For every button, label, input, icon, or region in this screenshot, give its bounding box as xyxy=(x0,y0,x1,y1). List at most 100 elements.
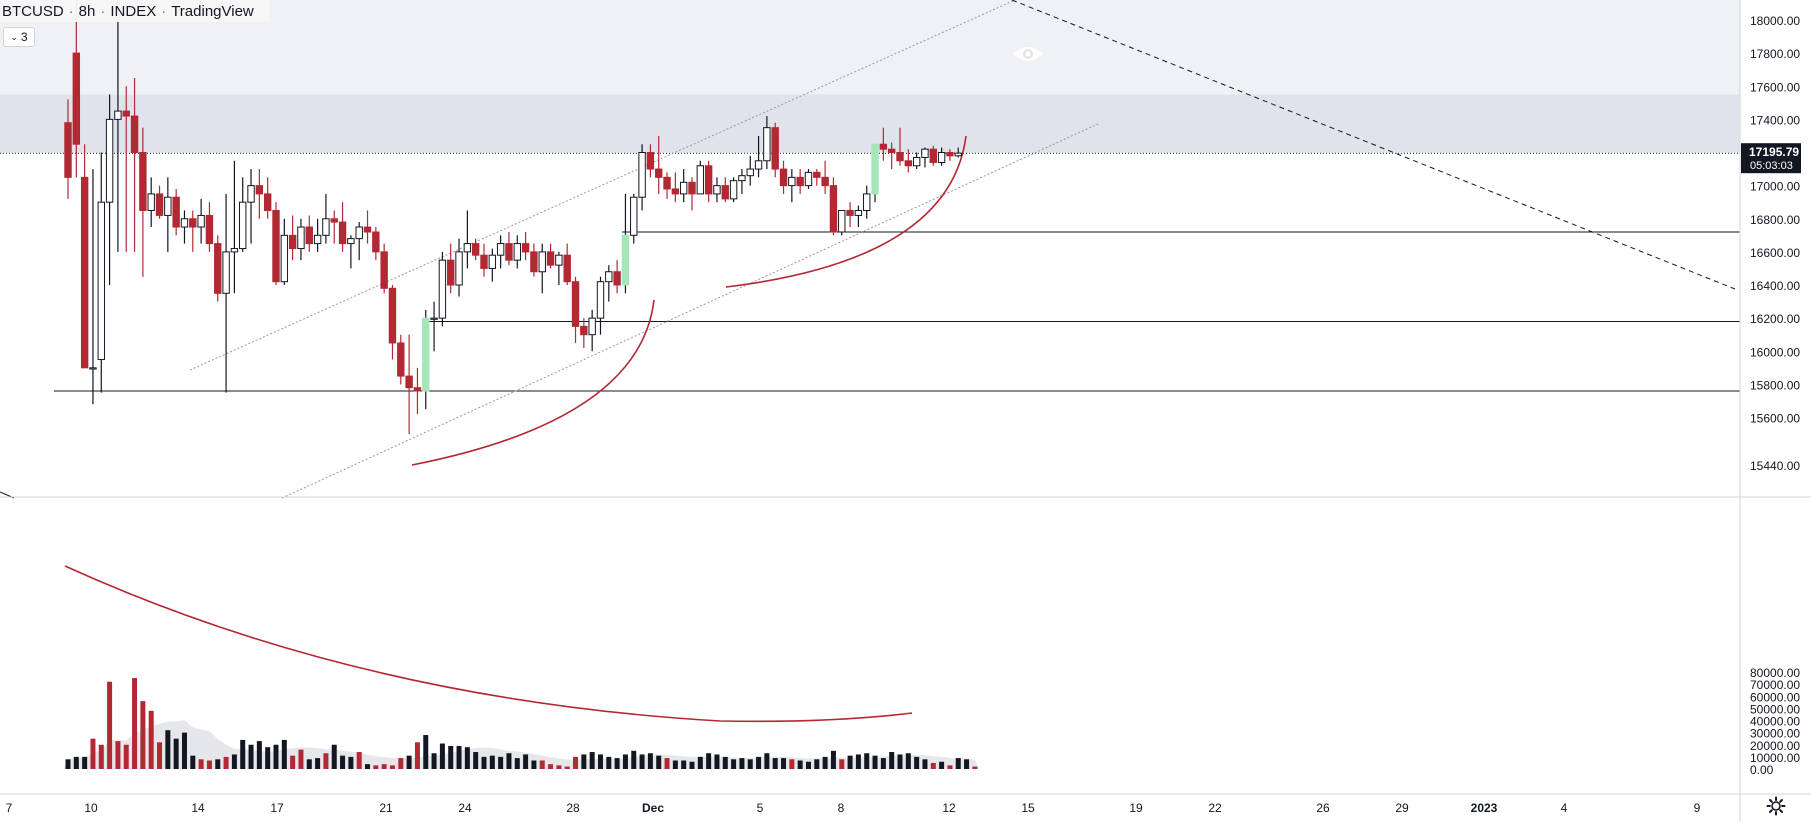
candle-body xyxy=(322,218,330,236)
candle xyxy=(605,265,613,302)
candle xyxy=(738,169,746,194)
collapsed-count: 3 xyxy=(20,30,28,44)
candle-body xyxy=(463,243,472,253)
candle-body xyxy=(679,181,688,195)
candle xyxy=(563,243,571,285)
volume-bar xyxy=(830,750,836,769)
volume-bar xyxy=(464,747,470,769)
time-tick-label: 8 xyxy=(838,801,845,815)
price-tick-label: 15800.00 xyxy=(1750,378,1800,392)
volume-bar xyxy=(756,756,762,769)
candle xyxy=(330,210,338,244)
candle xyxy=(172,188,180,236)
candle-body xyxy=(613,271,621,286)
volume-bar xyxy=(739,758,745,769)
chart-header: BTCUSD · 8h · INDEX · TradingView xyxy=(0,0,270,22)
volume-bar xyxy=(681,760,687,769)
indicator-collapse-button[interactable]: ⌄ 3 xyxy=(3,27,35,47)
downtrend-line xyxy=(1011,0,1736,290)
volume-tick-label: 30000.00 xyxy=(1750,727,1800,741)
candle xyxy=(139,127,147,277)
candle-body xyxy=(804,171,813,187)
candle xyxy=(638,144,646,211)
volume-bar xyxy=(731,759,737,769)
candle-body xyxy=(105,118,114,203)
symbol-label[interactable]: BTCUSD xyxy=(2,2,64,20)
candle xyxy=(571,276,580,343)
time-tick-label: 10 xyxy=(84,801,98,815)
candle xyxy=(105,94,114,285)
candle xyxy=(729,177,738,203)
volume-bar xyxy=(822,756,828,769)
candle xyxy=(779,160,788,194)
volume-bar xyxy=(972,766,978,769)
candle xyxy=(413,367,422,415)
header-separator: · xyxy=(68,2,74,20)
volume-bar xyxy=(664,758,670,769)
candle xyxy=(821,160,829,194)
candle xyxy=(646,144,655,178)
candle-body xyxy=(130,115,139,153)
candle-body xyxy=(496,243,505,256)
candle xyxy=(239,177,247,252)
eye-icon[interactable] xyxy=(1011,42,1045,66)
candle-body xyxy=(813,171,821,178)
candle xyxy=(813,169,821,186)
candle-body xyxy=(663,176,671,190)
candle xyxy=(480,243,488,277)
volume-bar xyxy=(872,755,878,769)
candle-body xyxy=(189,218,197,228)
candle xyxy=(613,260,621,294)
volume-bar xyxy=(265,747,271,769)
volume-bar xyxy=(398,758,404,769)
volume-bar xyxy=(523,754,529,769)
volume-bar xyxy=(448,745,454,769)
candle xyxy=(430,301,438,352)
candle xyxy=(64,99,72,199)
source-label: INDEX xyxy=(110,2,157,20)
candle xyxy=(496,235,505,269)
candle xyxy=(363,210,372,244)
volume-bar xyxy=(714,754,720,769)
candle-body xyxy=(912,156,921,167)
volume-bar xyxy=(880,758,886,769)
last-price-tag xyxy=(1741,143,1801,174)
time-tick-label: 29 xyxy=(1395,801,1409,815)
candle xyxy=(455,238,463,297)
volume-bar xyxy=(439,743,445,769)
volume-bar xyxy=(914,756,920,769)
candle xyxy=(155,185,164,219)
volume-bar xyxy=(356,752,362,769)
candle-body xyxy=(538,251,546,273)
candle-body xyxy=(729,180,738,200)
candle-body xyxy=(671,188,680,195)
candle xyxy=(214,235,222,302)
interval-label[interactable]: 8h xyxy=(78,2,96,20)
volume-bar xyxy=(764,753,770,769)
candle xyxy=(180,210,189,244)
candle xyxy=(80,144,89,369)
volume-arc-curve xyxy=(64,565,913,723)
volume-bar xyxy=(389,765,395,769)
candle xyxy=(721,177,729,203)
volume-bar xyxy=(964,759,970,769)
candle-body xyxy=(571,281,580,327)
candle-body xyxy=(222,251,230,294)
volume-bar xyxy=(481,756,487,769)
volume-bar xyxy=(839,759,845,769)
candle xyxy=(704,160,713,203)
volume-bar xyxy=(797,760,803,769)
candle xyxy=(288,215,297,261)
candle-body xyxy=(846,209,854,216)
price-tick-label: 16200.00 xyxy=(1750,312,1800,326)
candle-body xyxy=(355,226,363,240)
gear-icon[interactable] xyxy=(1766,796,1786,816)
candle-body xyxy=(887,148,896,153)
candle xyxy=(405,334,413,435)
candle-body xyxy=(247,185,255,203)
price-tick-label: 16600.00 xyxy=(1750,246,1800,260)
candle-body xyxy=(937,152,946,163)
candle-body xyxy=(630,196,638,236)
